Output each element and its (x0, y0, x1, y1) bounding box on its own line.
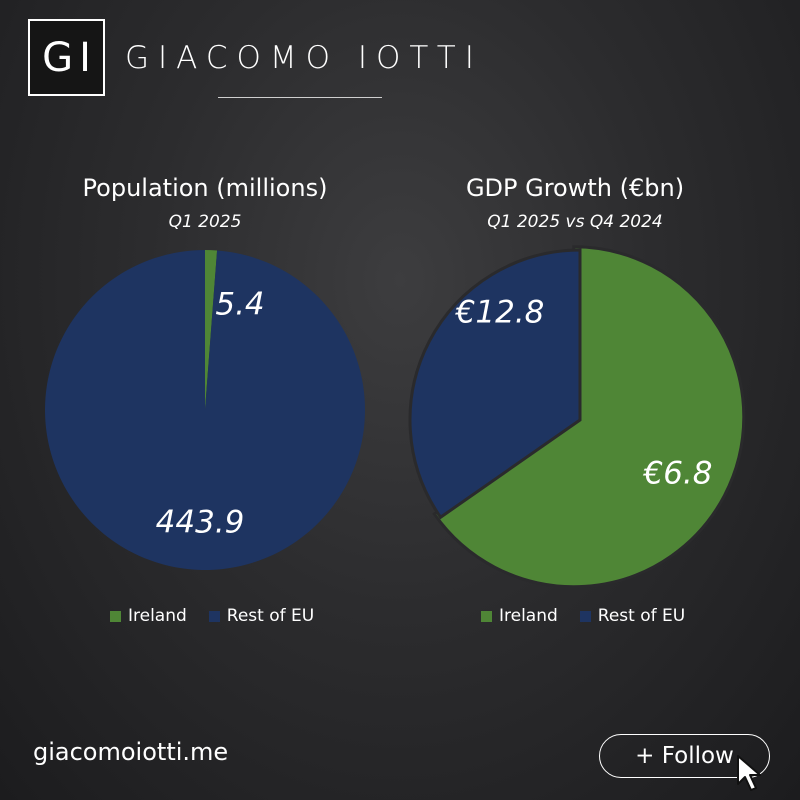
website-link[interactable]: giacomoiotti.me (33, 738, 229, 766)
chart-subtitle-gdp: Q1 2025 vs Q4 2024 (487, 212, 663, 232)
legend-gdp: Ireland Rest of EU (481, 606, 685, 626)
pie-slice-gdp-rest-of-eu (408, 248, 582, 520)
legend-swatch-rest-of-eu (579, 610, 591, 622)
brand-header: GI GIACOMO IOTTI (28, 19, 483, 96)
chart-title-gdp: GDP Growth (€bn) (465, 174, 685, 202)
legend-label-ireland: Ireland (128, 606, 187, 626)
chart-subtitle-population: Q1 2025 (168, 212, 242, 232)
legend-item-ireland: Ireland (110, 606, 187, 626)
chart-title-population: Population (millions) (82, 174, 328, 202)
pie-slice-population-rest-of-eu (45, 250, 366, 570)
legend-swatch-rest-of-eu (208, 610, 220, 622)
data-label-population-ireland: 5.4 (215, 287, 264, 323)
legend-label-rest-of-eu: Rest of EU (597, 606, 686, 626)
legend-swatch-ireland (110, 610, 121, 622)
brand-divider (218, 97, 382, 98)
data-label-population-rest-of-eu: 443.9 (156, 505, 245, 541)
legend-item-rest-of-eu: Rest of EU (579, 606, 686, 626)
legend-swatch-ireland (481, 610, 492, 622)
legend-label-rest-of-eu: Rest of EU (226, 606, 315, 626)
legend-item-ireland: Ireland (481, 606, 558, 626)
legend-label-ireland: Ireland (499, 606, 558, 626)
mouse-pointer-icon (737, 755, 761, 791)
legend-population: Ireland Rest of EU (110, 606, 314, 626)
data-label-gdp-rest-of-eu: €6.8 (642, 456, 712, 492)
pie-slice-gdp-ireland (432, 245, 746, 589)
brand-name: GIACOMO IOTTI (125, 39, 483, 76)
brand-logo: GI (28, 19, 105, 96)
pie-slice-population-ireland (205, 250, 218, 410)
follow-button[interactable]: + Follow (599, 734, 770, 778)
legend-item-rest-of-eu: Rest of EU (208, 606, 315, 626)
data-label-gdp-ireland: €12.8 (455, 295, 545, 331)
